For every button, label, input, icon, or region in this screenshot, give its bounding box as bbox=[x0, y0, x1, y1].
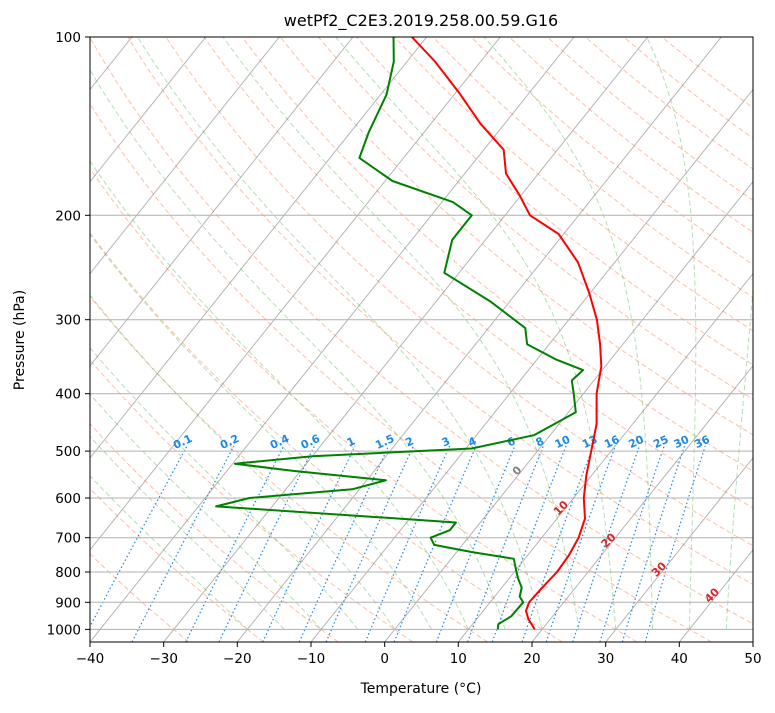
x-tick-label: 40 bbox=[671, 651, 688, 667]
x-tick-label: 0 bbox=[380, 651, 389, 667]
x-tick-label: −40 bbox=[76, 651, 105, 667]
x-tick-label: 20 bbox=[523, 651, 540, 667]
y-tick-label: 300 bbox=[55, 313, 81, 329]
chart-title: wetPf2_C2E3.2019.258.00.59.G16 bbox=[284, 11, 558, 31]
x-tick-label: 30 bbox=[597, 651, 614, 667]
x-tick-label: 50 bbox=[744, 651, 761, 667]
y-tick-label: 700 bbox=[55, 531, 81, 547]
x-tick-label: −10 bbox=[297, 651, 326, 667]
y-tick-label: 100 bbox=[55, 30, 81, 46]
y-tick-label: 500 bbox=[55, 444, 81, 460]
y-tick-label: 600 bbox=[55, 491, 81, 507]
x-axis-title: Temperature (°C) bbox=[360, 681, 482, 697]
x-tick-label: 10 bbox=[450, 651, 467, 667]
y-axis-title: Pressure (hPa) bbox=[12, 290, 28, 390]
y-tick-label: 200 bbox=[55, 208, 81, 224]
y-tick-label: 900 bbox=[55, 595, 81, 611]
x-tick-label: −30 bbox=[149, 651, 178, 667]
y-tick-label: 400 bbox=[55, 387, 81, 403]
y-tick-label: 1000 bbox=[47, 622, 81, 638]
y-tick-label: 800 bbox=[55, 565, 81, 581]
x-tick-label: −20 bbox=[223, 651, 252, 667]
